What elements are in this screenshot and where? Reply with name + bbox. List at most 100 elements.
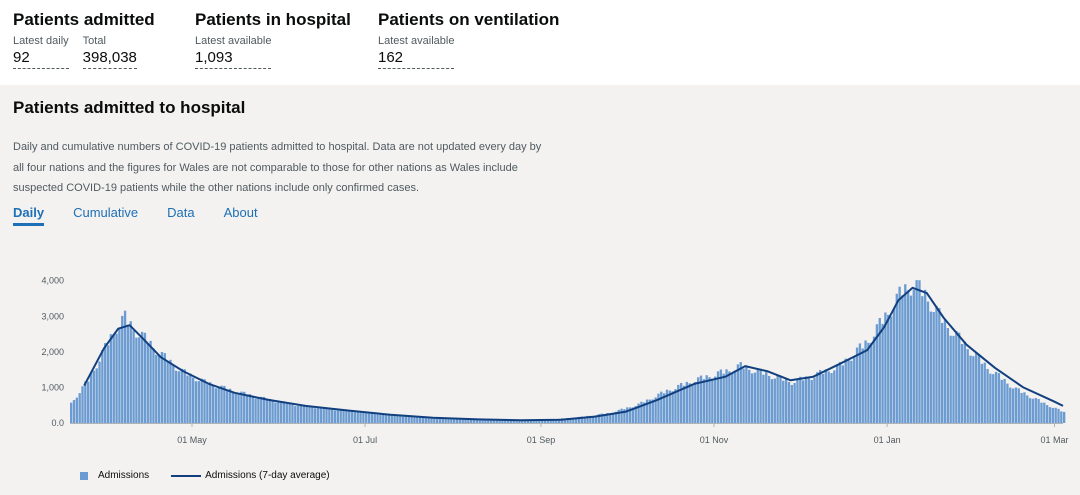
tab-cumulative[interactable]: Cumulative [73,205,139,220]
admissions-bar [977,354,981,423]
admissions-bar [379,413,382,423]
metric-value[interactable]: 162 [378,49,455,69]
admissions-bar [958,332,961,423]
admissions-bar [149,340,152,423]
tab-data[interactable]: Data [167,205,195,220]
admissions-bar [526,419,530,423]
admissions-bar [81,386,84,423]
admissions-bar [926,301,930,423]
tab-daily[interactable]: Daily [13,205,45,226]
admissions-bar [566,418,569,423]
admissions-bar [260,396,263,423]
admissions-bar [384,414,388,423]
admissions-bar [881,323,884,423]
admissions-bar [271,400,274,423]
admissions-bar [983,362,986,423]
admissions-bar [949,335,952,423]
admissions-bar [654,397,657,423]
admissions-bar [319,407,322,423]
metric-value[interactable]: 92 [13,49,69,69]
admissions-bar [322,407,325,423]
admissions-bar [583,416,586,423]
admissions-bar [291,404,294,423]
admissions-bar [759,368,762,423]
admissions-bar [569,418,572,423]
admissions-bar [421,417,425,423]
admissions-bar [870,343,873,423]
x-tick-label: 01 May [177,435,207,445]
admissions-bar [589,415,592,423]
admissions-bar [989,373,992,423]
admissions-bar [892,308,896,423]
admissions-bar [214,388,218,423]
admissions-bar [728,371,731,423]
admissions-bar [850,360,853,423]
tab-about[interactable]: About [223,205,258,220]
admissions-bar [106,345,110,423]
admissions-bar [447,418,450,423]
admissions-bar [302,404,305,423]
admissions-bar [773,378,776,423]
y-tick-label: 0.0 [51,418,64,428]
admissions-bar [1006,383,1009,423]
metric-label: Total [82,35,106,47]
admissions-bar [819,370,822,423]
admissions-bar [716,371,720,423]
admissions-bar [450,418,453,423]
admissions-bar [535,419,538,423]
metric-value[interactable]: 1,093 [195,49,272,69]
admissions-bar [782,380,785,423]
admissions-bar [1057,408,1060,423]
admissions-bar [694,382,697,423]
metric-value[interactable]: 398,038 [82,49,137,69]
admissions-bar [98,361,101,423]
admissions-bar [918,280,921,423]
admissions-bar [529,419,532,423]
admissions-bar [617,409,620,423]
admissions-bar [677,384,680,423]
admissions-bar [546,419,549,423]
admissions-bar [1040,402,1043,423]
admissions-bar [138,337,141,423]
admissions-bar [333,410,337,423]
y-tick-label: 2,000 [41,347,64,357]
admissions-bar [577,416,581,423]
admissions-bar [203,379,206,423]
admissions-bar [245,395,249,423]
admissions-bar [257,398,260,423]
admissions-bar [750,373,754,423]
admissions-bar [801,380,805,423]
admissions-bar [941,322,944,423]
admissions-bar [975,352,978,423]
admissions-bar [475,419,479,423]
y-tick-label: 4,000 [41,276,64,286]
admissions-bar [824,369,828,423]
admissions-bar [609,413,612,423]
admissions-bar [739,362,742,423]
admissions-bar [1045,405,1049,423]
admissions-bar [143,332,147,423]
admissions-bar [889,316,893,423]
metric-patients-on-ventilation: Patients on ventilation Latest available… [378,10,559,69]
admissions-bar [140,331,144,423]
admissions-bar [549,419,552,423]
admissions-bar [682,385,686,423]
admissions-bar [288,403,291,423]
admissions-bar [192,377,195,423]
admissions-bar [543,419,547,423]
admissions-bar [487,419,490,423]
admissions-bar [875,324,879,423]
admissions-bar [305,406,308,423]
admissions-bar [1000,379,1003,423]
admissions-bar [299,404,303,423]
section-description: Daily and cumulative numbers of COVID-19… [13,141,542,194]
admissions-bar [206,384,209,423]
metric-title: Patients admitted [13,10,155,29]
admissions-bar [643,402,646,423]
admissions-bar [501,419,504,423]
admissions-bar [174,370,178,423]
admissions-bar [674,389,677,423]
admissions-bar [699,375,703,423]
admissions-bar [268,398,271,423]
admissions-bar [416,417,419,423]
